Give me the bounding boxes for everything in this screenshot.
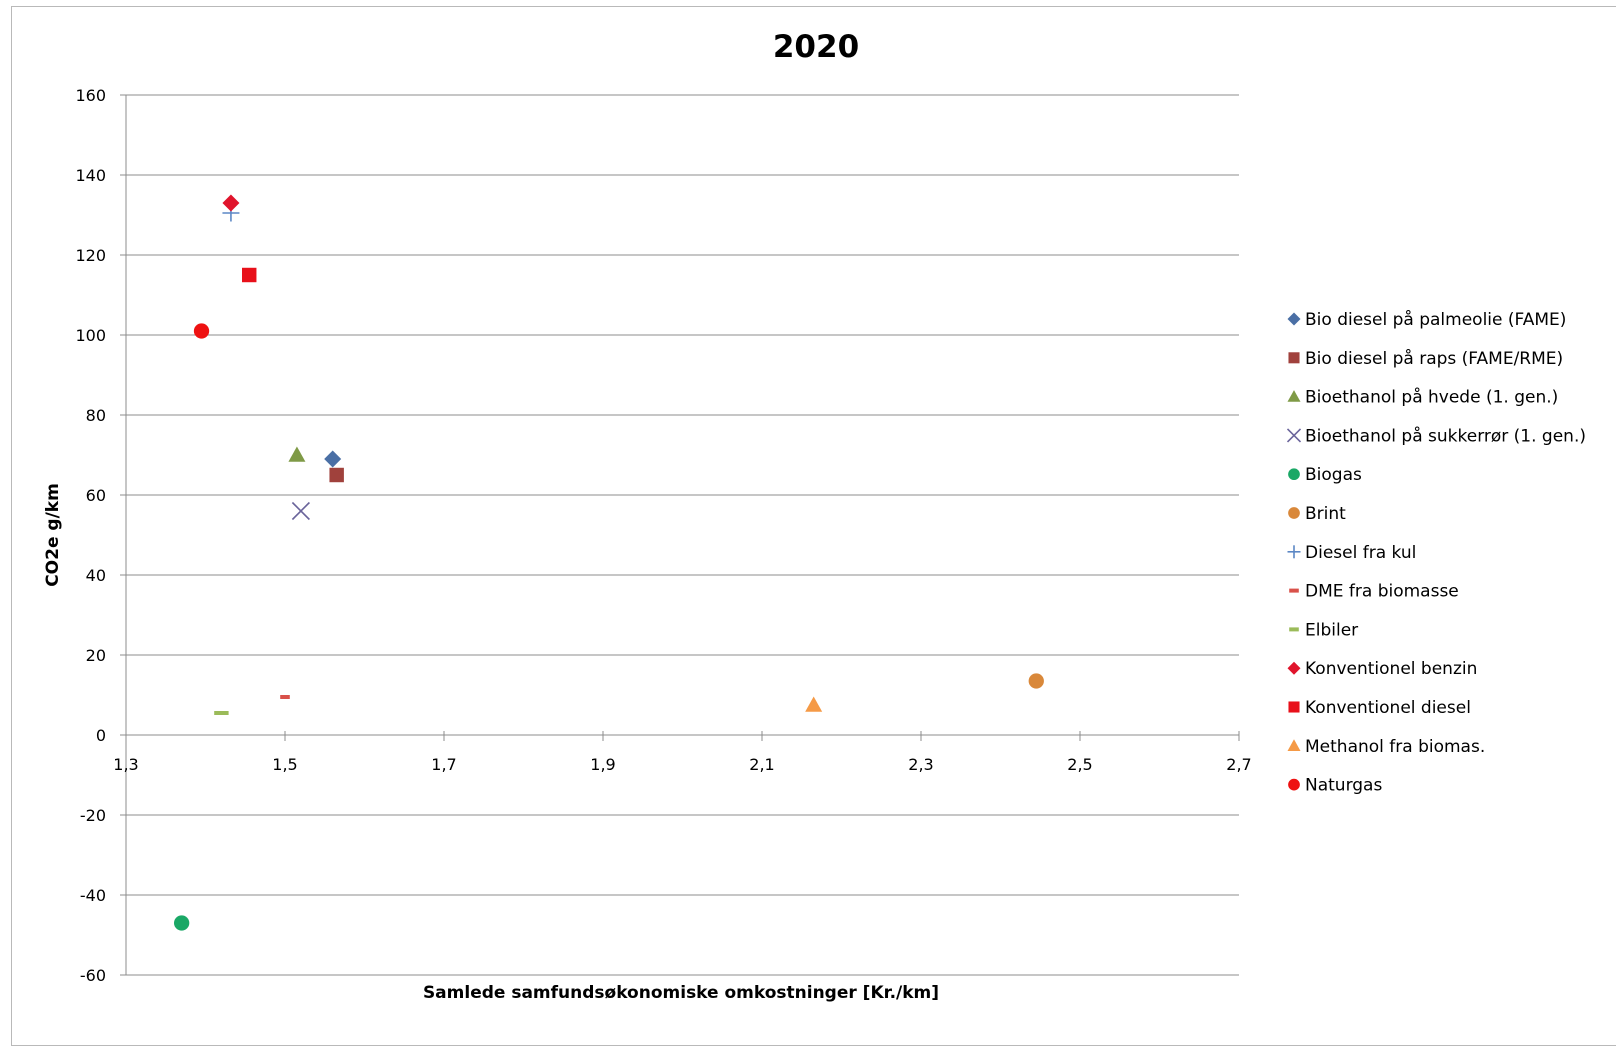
y-tick-label: -40 xyxy=(80,886,106,905)
legend-item: Brint xyxy=(1288,504,1346,524)
x-tick-label: 2,1 xyxy=(749,755,774,774)
legend-label: Methanol fra biomas. xyxy=(1305,737,1485,757)
y-tick-label: 20 xyxy=(86,646,106,665)
data-point xyxy=(193,323,210,339)
y-tick-label: 100 xyxy=(75,326,106,345)
data-point xyxy=(324,450,342,468)
x-tick-labels: 1,3 1,5 1,7 1,9 2,1 2,3 2,5 2,7 xyxy=(113,755,1251,774)
legend-item: Bioethanol på hvede (1. gen.) xyxy=(1287,387,1558,408)
legend-marker xyxy=(1287,739,1301,751)
data-point xyxy=(214,711,229,715)
x-tick-label: 1,3 xyxy=(113,755,138,774)
legend-label: Elbiler xyxy=(1305,620,1358,640)
legend-label: Konventionel benzin xyxy=(1305,659,1477,679)
x-tick-label: 2,7 xyxy=(1226,755,1251,774)
data-point xyxy=(288,446,306,462)
legend-marker xyxy=(1289,627,1299,632)
legend-label: Naturgas xyxy=(1305,776,1382,796)
legend-item: Methanol fra biomas. xyxy=(1287,737,1485,757)
legend-label: Brint xyxy=(1305,504,1346,524)
y-axis-title: CO2e g/km xyxy=(43,483,63,587)
gridlines xyxy=(120,94,1239,976)
data-point xyxy=(280,695,290,699)
x-axis-title: Samlede samfundsøkonomiske omkostninger … xyxy=(423,983,939,1003)
legend-label: Bioethanol på hvede (1. gen.) xyxy=(1305,387,1558,408)
legend-marker xyxy=(1288,507,1300,519)
y-tick-label: 120 xyxy=(75,246,106,265)
legend-marker xyxy=(1288,701,1300,713)
data-point xyxy=(242,267,257,283)
y-tick-label: 40 xyxy=(86,566,106,585)
legend-marker xyxy=(1288,778,1300,791)
x-tick-label: 2,3 xyxy=(908,755,933,774)
y-tick-label: 0 xyxy=(96,726,106,745)
data-point xyxy=(329,467,344,483)
x-tick-label: 2,5 xyxy=(1067,755,1092,774)
chart-title: 2020 xyxy=(773,29,859,65)
legend-marker xyxy=(1289,588,1299,593)
axes xyxy=(125,95,1240,975)
legend-marker xyxy=(1288,352,1300,364)
legend-item: Naturgas xyxy=(1288,776,1382,796)
legend-marker xyxy=(1286,428,1302,443)
data-point-stroke xyxy=(291,501,310,521)
y-tick-label: 60 xyxy=(86,486,106,505)
y-tick-label: -20 xyxy=(80,806,106,825)
x-tick-label: 1,7 xyxy=(431,755,456,774)
legend-marker xyxy=(1287,545,1301,559)
legend-label: DME fra biomasse xyxy=(1305,582,1459,602)
legend-marker-stroke xyxy=(1286,428,1302,443)
legend-label: Biogas xyxy=(1305,465,1362,485)
y-tick-label: -60 xyxy=(80,966,106,985)
data-point xyxy=(1028,673,1044,689)
legend-item: Biogas xyxy=(1288,465,1362,485)
legend-item: Konventionel benzin xyxy=(1287,659,1477,679)
y-tick-labels: 160 140 120 100 80 60 40 20 0 -20 -40 -60 xyxy=(75,86,106,985)
legend-item: Diesel fra kul xyxy=(1287,543,1416,563)
legend-item: DME fra biomasse xyxy=(1289,582,1459,602)
legend-label: Bio diesel på palmeolie (FAME) xyxy=(1305,309,1566,330)
data-points xyxy=(174,194,1044,931)
legend-marker xyxy=(1287,390,1301,402)
legend-marker xyxy=(1287,661,1301,675)
legend-item: Bio diesel på raps (FAME/RME) xyxy=(1288,348,1563,369)
legend-label: Konventionel diesel xyxy=(1305,698,1471,718)
data-point xyxy=(291,501,310,521)
y-tick-label: 80 xyxy=(86,406,106,425)
legend-item: Konventionel diesel xyxy=(1288,698,1471,718)
x-tick-label: 1,9 xyxy=(590,755,615,774)
legend-marker xyxy=(1288,468,1300,481)
legend: Bio diesel på palmeolie (FAME) Bio diesel… xyxy=(1286,309,1586,796)
legend-marker xyxy=(1287,312,1301,326)
data-point xyxy=(222,194,240,212)
data-point xyxy=(805,696,823,712)
legend-label: Bio diesel på raps (FAME/RME) xyxy=(1305,348,1563,369)
y-tick-label: 160 xyxy=(75,86,106,105)
legend-item: Bio diesel på palmeolie (FAME) xyxy=(1287,309,1566,330)
legend-item: Bioethanol på sukkerrør (1. gen.) xyxy=(1286,425,1586,446)
legend-label: Bioethanol på sukkerrør (1. gen.) xyxy=(1305,425,1586,446)
legend-label: Diesel fra kul xyxy=(1305,543,1416,563)
x-tick-label: 1,5 xyxy=(272,755,297,774)
legend-item: Elbiler xyxy=(1289,620,1358,640)
y-tick-label: 140 xyxy=(75,166,106,185)
data-point xyxy=(174,915,190,931)
